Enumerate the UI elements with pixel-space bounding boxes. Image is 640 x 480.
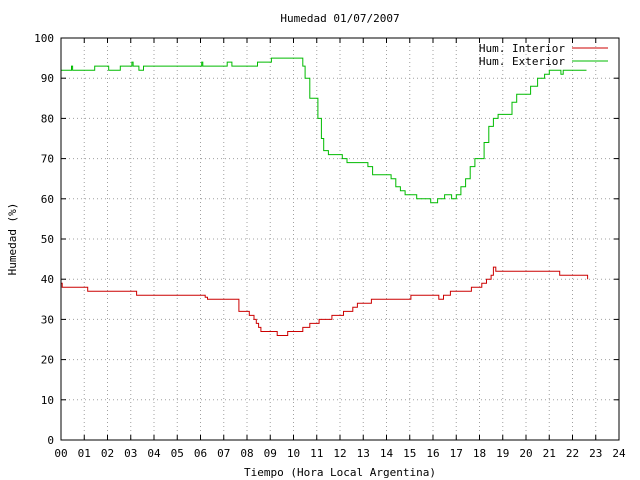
y-tick-label: 80: [41, 112, 54, 125]
x-tick-label: 09: [264, 447, 277, 460]
x-tick-label: 10: [287, 447, 300, 460]
x-tick-label: 08: [240, 447, 253, 460]
y-tick-label: 30: [41, 313, 54, 326]
x-tick-label: 13: [357, 447, 370, 460]
y-tick-label: 0: [47, 434, 54, 447]
x-tick-label: 12: [333, 447, 346, 460]
y-tick-label: 100: [34, 32, 54, 45]
x-tick-label: 14: [380, 447, 394, 460]
axis-ticks: 00 01 02 03 04 05 06 07 08 09 10 11 12 13 14 15 16 17 18 19…: [34, 32, 626, 460]
x-tick-label: 06: [194, 447, 207, 460]
x-tick-label: 03: [124, 447, 137, 460]
x-tick-label: 01: [78, 447, 91, 460]
x-tick-label: 18: [473, 447, 486, 460]
x-tick-label: 04: [147, 447, 161, 460]
x-tick-label: 23: [589, 447, 602, 460]
x-tick-label: 00: [54, 447, 67, 460]
x-tick-label: 21: [543, 447, 556, 460]
x-tick-label: 05: [171, 447, 184, 460]
y-tick-label: 90: [41, 72, 54, 85]
data-series: [61, 57, 589, 336]
x-tick-label: 02: [101, 447, 114, 460]
x-tick-label: 24: [612, 447, 626, 460]
chart-title: Humedad 01/07/2007: [280, 12, 399, 25]
legend-label: Hum. Exterior: [479, 55, 565, 68]
y-tick-label: 50: [41, 233, 54, 246]
y-tick-label: 40: [41, 273, 54, 286]
x-tick-label: 11: [310, 447, 323, 460]
x-tick-label: 17: [450, 447, 463, 460]
x-tick-label: 15: [403, 447, 416, 460]
series-line-exterior: [61, 57, 587, 204]
series-line-interior: [61, 266, 589, 336]
y-tick-label: 20: [41, 354, 54, 367]
y-tick-label: 10: [41, 394, 54, 407]
x-tick-label: 22: [566, 447, 579, 460]
x-axis-label: Tiempo (Hora Local Argentina): [244, 466, 436, 479]
y-tick-label: 70: [41, 153, 54, 166]
grid-lines: [61, 38, 619, 440]
x-tick-label: 16: [426, 447, 439, 460]
legend-label: Hum. Interior: [479, 42, 565, 55]
x-tick-label: 20: [519, 447, 532, 460]
x-tick-label: 19: [496, 447, 509, 460]
y-axis-label: Humedad (%): [6, 203, 19, 276]
y-tick-label: 60: [41, 193, 54, 206]
x-tick-label: 07: [217, 447, 230, 460]
